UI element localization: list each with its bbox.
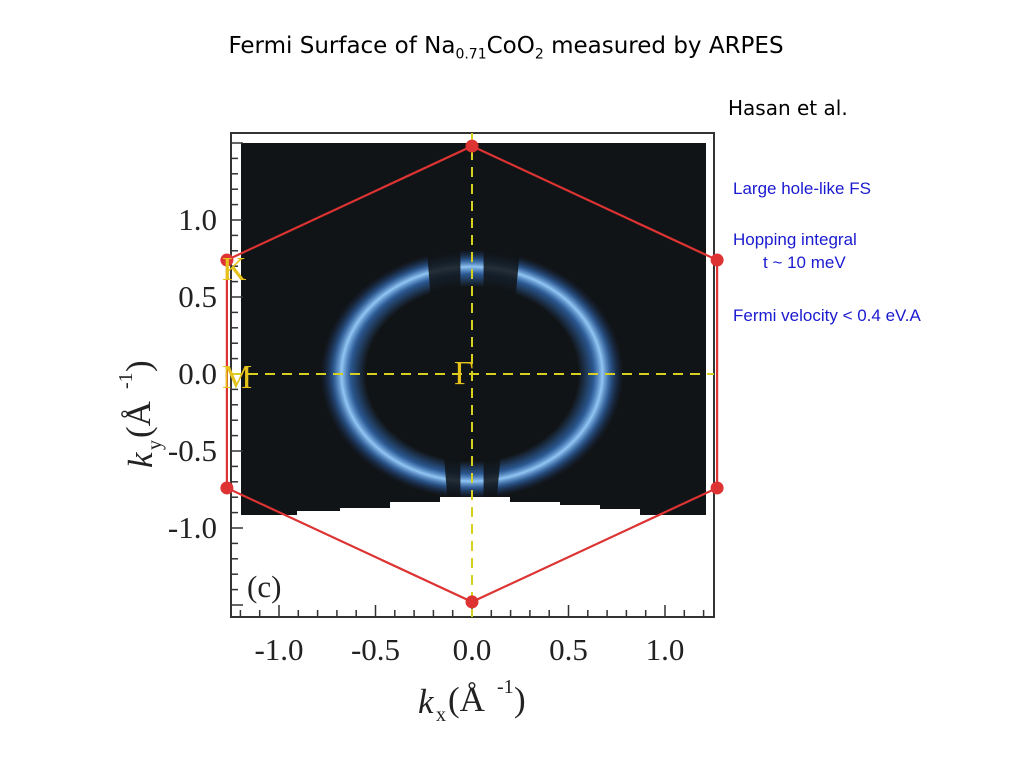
x-tick-labels: -1.0 -0.5 0.0 0.5 1.0 bbox=[254, 632, 684, 667]
label-gamma-point: Γ bbox=[454, 355, 474, 392]
y-tick-label: -1.0 bbox=[168, 510, 217, 545]
y-tick-label: 0.5 bbox=[178, 279, 217, 314]
svg-text:(Å: (Å bbox=[119, 400, 158, 438]
panel-label: (c) bbox=[247, 569, 281, 604]
svg-text:(Å: (Å bbox=[448, 680, 486, 719]
label-k-point: K bbox=[222, 251, 247, 288]
svg-text:k: k bbox=[121, 451, 160, 468]
bz-vertex-dot bbox=[220, 481, 234, 495]
svg-text:-1: -1 bbox=[497, 676, 514, 698]
note-hopping-value: t ~ 10 meV bbox=[763, 253, 846, 272]
unmeasured-wedge-left bbox=[417, 143, 461, 515]
notes-panel: Large hole-like FS Hopping integral t ~ … bbox=[733, 177, 1023, 327]
x-tick-label: 1.0 bbox=[646, 632, 685, 667]
x-tick-label: 0.5 bbox=[549, 632, 588, 667]
svg-text:y: y bbox=[144, 440, 166, 450]
x-tick-label: 0.0 bbox=[453, 632, 492, 667]
y-tick-label: 0.0 bbox=[178, 356, 217, 391]
svg-text:x: x bbox=[436, 704, 446, 726]
fermi-surface-heatmap bbox=[241, 143, 706, 515]
svg-text:): ) bbox=[514, 680, 526, 719]
bz-vertex-dot bbox=[710, 481, 724, 495]
y-tick-label: -0.5 bbox=[168, 433, 217, 468]
bz-vertex-dot bbox=[220, 253, 234, 267]
attribution: Hasan et al. bbox=[728, 96, 848, 120]
svg-text:-1: -1 bbox=[115, 372, 137, 389]
x-tick-label: -1.0 bbox=[254, 632, 303, 667]
x-axis-label: k x (Å -1 ) bbox=[418, 676, 526, 726]
label-m-point: M bbox=[222, 359, 252, 396]
note-fermi-velocity: Fermi velocity < 0.4 eV.A bbox=[733, 306, 921, 325]
unmeasured-wedge-right bbox=[483, 143, 530, 515]
svg-text:k: k bbox=[418, 682, 435, 721]
note-large-hole: Large hole-like FS bbox=[733, 179, 871, 198]
brillouin-zone-vertices bbox=[220, 139, 724, 609]
y-tick-labels: 1.0 0.5 0.0 -0.5 -1.0 bbox=[168, 202, 217, 545]
bz-vertex-dot bbox=[465, 139, 479, 153]
y-axis-label: k y (Å -1 ) bbox=[115, 360, 166, 468]
note-hopping-title: Hopping integral bbox=[733, 230, 857, 249]
bz-vertex-dot bbox=[465, 595, 479, 609]
bz-vertex-dot bbox=[710, 253, 724, 267]
x-tick-label: -0.5 bbox=[351, 632, 400, 667]
y-tick-label: 1.0 bbox=[178, 202, 217, 237]
svg-text:): ) bbox=[119, 360, 158, 372]
slide-title: Fermi Surface of Na0.71CoO2 measured by … bbox=[228, 33, 784, 63]
